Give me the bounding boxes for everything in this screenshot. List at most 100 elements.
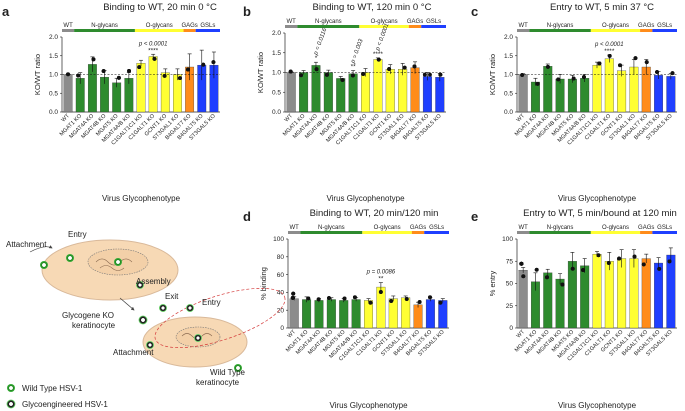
bar: [373, 59, 383, 113]
data-point: [340, 78, 345, 82]
group-label: N-glycans: [547, 23, 574, 29]
legend-wt-icon: [7, 384, 15, 392]
virion-ge: [159, 304, 167, 312]
data-point: [299, 73, 303, 78]
panel-c: c Entry to WT, 5 min 37 °C WT N-glycans O-gl…: [471, 2, 677, 203]
bar: [299, 72, 309, 113]
label-exit: Exit: [165, 292, 179, 301]
group-label: N-glycans: [315, 19, 342, 25]
data-point: [534, 267, 539, 272]
bar: [555, 278, 565, 329]
y-tick-label: 0: [280, 325, 284, 332]
virion-ge: [186, 304, 194, 312]
group-strip-gsls: [421, 25, 446, 28]
bar: [543, 66, 553, 113]
group-label: GSLs: [429, 225, 444, 231]
data-point: [438, 300, 443, 305]
bar: [63, 74, 73, 113]
hsv-diagram: Attachment Entry Assembly Exit Entry Att…: [6, 230, 286, 409]
panel-letter: d: [243, 209, 251, 224]
group-strip-o-glycans: [134, 29, 184, 32]
significance-stars: *: [315, 55, 318, 62]
ko-cell-chromatin: [95, 258, 133, 271]
p-value: p = 0.003: [350, 38, 365, 65]
data-point: [618, 63, 622, 68]
data-point: [521, 274, 526, 279]
data-point: [402, 65, 407, 70]
group-label: O-glycans: [374, 225, 401, 231]
bar: [666, 76, 676, 113]
data-point: [91, 57, 96, 62]
bar: [422, 76, 432, 113]
y-axis-label: KO/WT ratio: [33, 54, 42, 95]
virion-wt: [40, 261, 48, 269]
group-label: GSLs: [200, 23, 215, 29]
data-point: [607, 54, 612, 58]
legend-wt-label: Wild Type HSV-1: [22, 384, 83, 393]
data-point: [291, 291, 296, 296]
y-tick-label: 0.5: [272, 89, 281, 96]
bar: [323, 72, 333, 113]
bar: [385, 69, 395, 113]
data-point: [162, 73, 167, 78]
group-label: O-glycans: [602, 23, 629, 29]
data-point: [378, 290, 383, 294]
group-strip-gsls: [195, 29, 220, 32]
virion-ge: [138, 315, 148, 325]
data-point: [596, 253, 601, 258]
data-point: [361, 72, 366, 76]
y-tick-label: 1.5: [49, 53, 58, 60]
data-point: [438, 72, 443, 77]
data-point: [655, 70, 659, 74]
y-tick-label: 1.5: [504, 53, 513, 60]
bar: [148, 56, 158, 113]
data-point: [519, 261, 524, 266]
data-point: [606, 261, 611, 265]
y-axis-label: KO/WT ratio: [256, 52, 265, 93]
group-strip-wt: [517, 29, 530, 32]
data-point: [581, 268, 585, 272]
group-label: GAGs: [181, 23, 197, 29]
y-axis-label: KO/WT ratio: [488, 54, 497, 95]
data-point: [556, 77, 561, 82]
data-point: [617, 256, 622, 261]
group-strip-wt: [288, 231, 301, 234]
bar: [326, 299, 336, 329]
virion-wt: [234, 364, 242, 372]
group-label: WT: [287, 19, 297, 25]
data-point: [641, 262, 646, 267]
bar: [567, 261, 577, 329]
y-axis-label: % entry: [488, 271, 497, 297]
data-point: [101, 69, 106, 73]
y-tick-label: 2.0: [504, 34, 513, 41]
panel-title: Entry to WT, 5 min/bound at 120 min: [523, 208, 677, 219]
y-tick-label: 1.0: [504, 72, 513, 79]
data-point: [327, 296, 331, 300]
panel-d: d Binding to WT, 20 min/120 min WT N-glycan…: [243, 208, 449, 410]
data-point: [412, 64, 417, 69]
data-point: [560, 282, 565, 287]
bar: [543, 272, 553, 329]
bar: [413, 304, 423, 329]
data-point: [353, 295, 357, 300]
y-axis-label: % binding: [259, 267, 268, 300]
bar: [398, 69, 408, 113]
bar: [401, 297, 411, 329]
group-strip-o-glycans: [590, 231, 641, 234]
virion-wt: [114, 258, 122, 266]
bar: [388, 298, 398, 329]
arrow-attachment: [29, 245, 53, 253]
bar: [555, 78, 565, 113]
bar: [336, 78, 346, 113]
group-label: GSLs: [657, 225, 672, 231]
virion-ge: [136, 281, 144, 289]
y-tick-label: 0.0: [49, 109, 58, 116]
p-value: p < 0.0001: [594, 42, 624, 48]
label-entry-2: Entry: [202, 298, 221, 307]
group-label: GAGs: [638, 23, 654, 29]
bar: [617, 258, 627, 329]
group-label: GAGs: [638, 225, 654, 231]
x-tick-label: WT: [284, 113, 295, 124]
data-point: [368, 300, 373, 305]
group-label: GSLs: [426, 19, 441, 25]
